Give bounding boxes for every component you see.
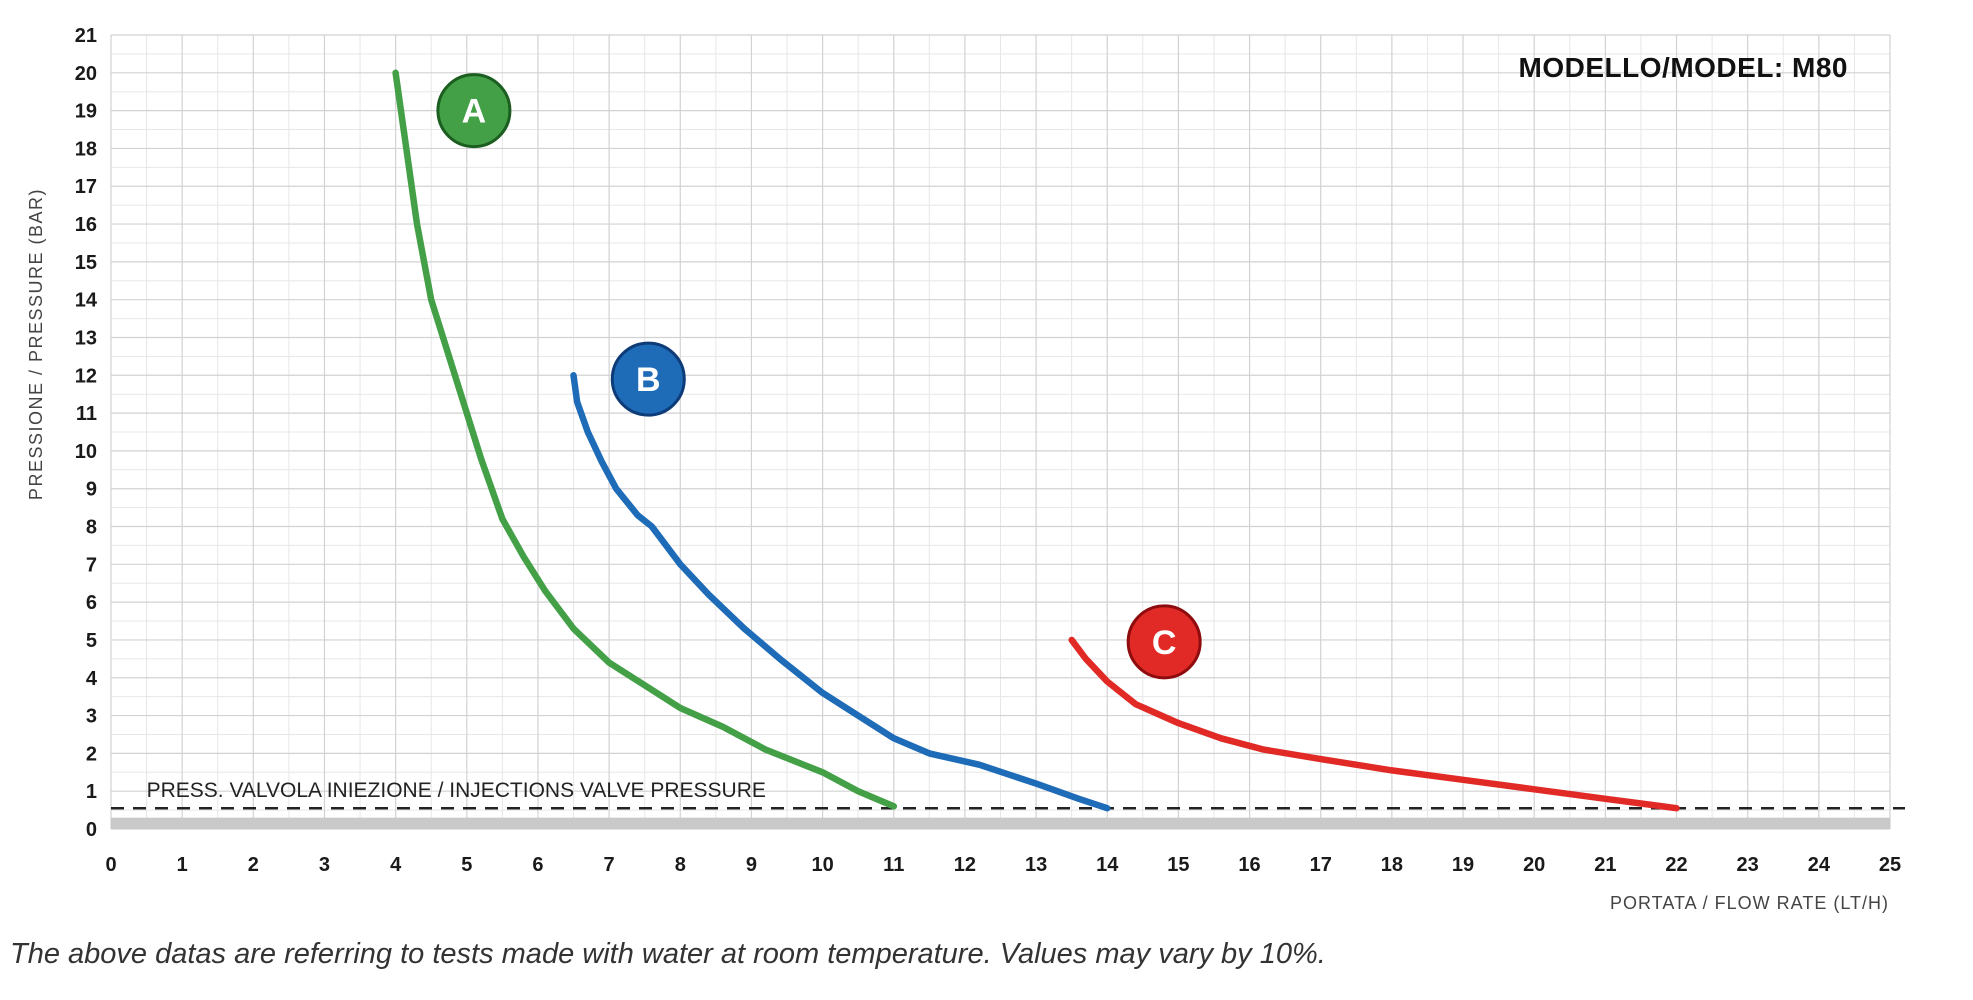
svg-text:23: 23 (1737, 854, 1759, 876)
svg-text:21: 21 (1594, 854, 1616, 876)
svg-text:1: 1 (177, 854, 188, 876)
svg-text:14: 14 (75, 290, 98, 312)
curve-C (1068, 636, 1680, 812)
grid-major (110, 34, 1891, 830)
svg-text:13: 13 (75, 327, 97, 349)
chart-svg: PRESS. VALVOLA INIEZIONE / INJECTIONS VA… (75, 25, 1905, 876)
svg-text:25: 25 (1879, 854, 1901, 876)
svg-text:8: 8 (675, 854, 686, 876)
svg-text:19: 19 (1452, 854, 1474, 876)
baseline-band (111, 817, 1890, 829)
svg-text:20: 20 (1523, 854, 1545, 876)
svg-text:1: 1 (86, 781, 97, 803)
svg-text:12: 12 (954, 854, 976, 876)
pressure-flow-chart: PRESS. VALVOLA INIEZIONE / INJECTIONS VA… (26, 25, 1905, 913)
model-label: MODELLO/MODEL: M80 (1518, 52, 1848, 83)
x-tick-labels: 0 1 2 3 4 5 6 7 8 9 10 11 12 13 14 15 16 17 18 19 20 21 22 23 24… (105, 854, 1901, 876)
svg-text:15: 15 (75, 252, 97, 274)
svg-text:0: 0 (86, 819, 97, 841)
svg-text:17: 17 (1310, 854, 1332, 876)
svg-text:B: B (636, 361, 661, 399)
svg-text:21: 21 (75, 25, 97, 47)
svg-text:12: 12 (75, 365, 97, 387)
svg-text:4: 4 (390, 854, 402, 876)
svg-text:24: 24 (1808, 854, 1831, 876)
svg-text:5: 5 (86, 630, 97, 652)
svg-text:9: 9 (746, 854, 757, 876)
series-badge-A: A (436, 73, 512, 149)
series-badge-B: B (610, 341, 686, 417)
svg-text:20: 20 (75, 63, 97, 85)
curve-B (570, 372, 1111, 812)
footer-note: The above datas are referring to tests m… (10, 938, 1326, 970)
svg-text:22: 22 (1665, 854, 1687, 876)
svg-text:15: 15 (1167, 854, 1189, 876)
svg-text:5: 5 (461, 854, 472, 876)
svg-text:2: 2 (248, 854, 259, 876)
series-badge-C: C (1126, 604, 1202, 680)
svg-text:6: 6 (532, 854, 543, 876)
svg-text:6: 6 (86, 592, 97, 614)
svg-text:3: 3 (86, 706, 97, 728)
svg-text:A: A (462, 93, 487, 131)
svg-text:19: 19 (75, 101, 97, 123)
curve-A (392, 69, 898, 810)
svg-text:11: 11 (76, 403, 97, 425)
svg-text:0: 0 (105, 854, 116, 876)
svg-text:17: 17 (75, 176, 97, 198)
svg-text:9: 9 (86, 479, 97, 501)
svg-text:2: 2 (86, 743, 97, 765)
svg-text:4: 4 (86, 668, 98, 690)
svg-text:11: 11 (883, 854, 904, 876)
svg-text:16: 16 (1238, 854, 1260, 876)
svg-text:10: 10 (75, 441, 97, 463)
svg-text:18: 18 (1381, 854, 1403, 876)
svg-text:7: 7 (604, 854, 615, 876)
svg-text:16: 16 (75, 214, 97, 236)
injection-valve-pressure-label: PRESS. VALVOLA INIEZIONE / INJECTIONS VA… (147, 779, 766, 802)
svg-text:14: 14 (1096, 854, 1119, 876)
y-axis-title: PRESSIONE / PRESSURE (BAR) (26, 188, 46, 501)
grid-minor (111, 35, 1890, 829)
svg-text:8: 8 (86, 517, 97, 539)
svg-text:C: C (1152, 624, 1177, 662)
svg-text:3: 3 (319, 854, 330, 876)
svg-text:7: 7 (86, 554, 97, 576)
svg-text:10: 10 (811, 854, 833, 876)
x-axis-title: PORTATA / FLOW RATE (LT/H) (1609, 893, 1889, 913)
svg-text:13: 13 (1025, 854, 1047, 876)
svg-text:18: 18 (75, 138, 97, 160)
